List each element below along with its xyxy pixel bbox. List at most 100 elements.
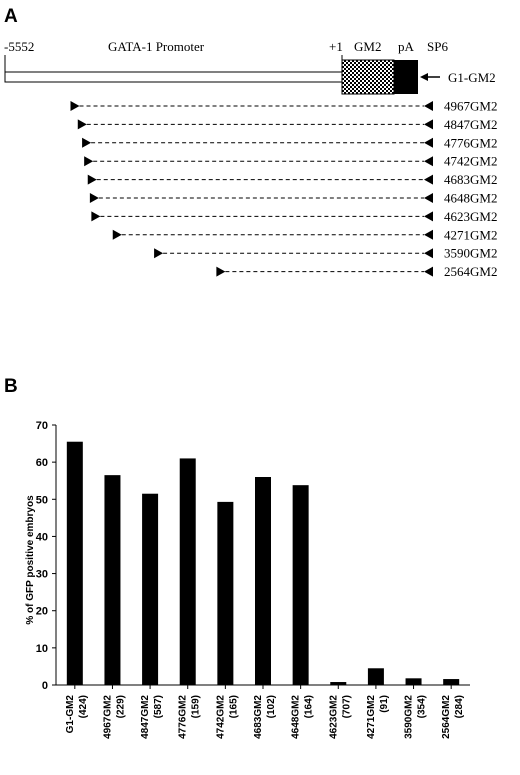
pa-box (394, 60, 418, 94)
deletion-row: 4776GM2 (82, 135, 497, 150)
deletion-row: 4271GM2 (112, 227, 497, 242)
start-triangle-icon (89, 193, 99, 203)
y-tick-label: 70 (36, 420, 48, 432)
category-count-label: (165) (228, 695, 239, 718)
category-count-label: (164) (304, 695, 315, 718)
category-count-label: (102) (266, 695, 277, 718)
start-triangle-icon (216, 266, 226, 277)
deletion-label: 4648GM2 (444, 191, 497, 206)
y-tick-label: 30 (36, 569, 48, 581)
end-triangle-icon (424, 174, 433, 185)
bar (405, 678, 422, 685)
panel-b-label: B (4, 376, 18, 397)
bar (104, 475, 121, 685)
category-count-label: (424) (78, 695, 89, 718)
deletion-label: 4847GM2 (444, 117, 497, 132)
category-count-label: (284) (454, 695, 465, 718)
start-triangle-icon (87, 174, 97, 185)
deletion-constructs: 4967GM2 4847GM2 4776GM2 4742GM2 4683GM2 4648G… (70, 99, 497, 279)
deletion-label: 3590GM2 (444, 246, 497, 261)
bar (66, 441, 83, 685)
bar (142, 493, 159, 685)
category-name-label: 4847GM2 (140, 695, 151, 739)
bar (330, 682, 347, 685)
end-triangle-icon (424, 193, 433, 203)
sp6-label: SP6 (427, 39, 448, 54)
bar (367, 668, 384, 685)
bar (292, 485, 309, 685)
x-tick-label: 4776GM2 (159) (178, 695, 202, 739)
deletion-label: 4623GM2 (444, 209, 497, 224)
start-triangle-icon (91, 211, 101, 222)
end-triangle-icon (424, 101, 433, 111)
promoter-bar (4, 71, 343, 83)
y-axis-label: % of GFP positive embryos (25, 495, 36, 625)
deletion-row: 4648GM2 (89, 191, 497, 206)
promoter-label: GATA-1 Promoter (108, 39, 205, 54)
category-count-label: (354) (417, 695, 428, 718)
end-triangle-icon (424, 248, 433, 259)
y-tick-label: 50 (36, 494, 48, 506)
bar (179, 458, 196, 685)
construct-label: G1-GM2 (448, 70, 496, 85)
x-tick-label: 4742GM2 (165) (215, 695, 239, 739)
category-name-label: 4776GM2 (178, 695, 189, 739)
gm2-box (341, 59, 395, 95)
deletion-row: 4683GM2 (87, 172, 497, 187)
end-triangle-icon (424, 119, 433, 130)
start-triangle-icon (82, 137, 92, 148)
end-triangle-icon (424, 156, 433, 167)
start-triangle-icon (70, 101, 80, 111)
category-name-label: 4967GM2 (102, 695, 113, 739)
deletion-row: 3590GM2 (154, 246, 497, 261)
deletion-row: 4623GM2 (91, 209, 497, 224)
bar (443, 679, 460, 685)
deletion-label: 4967GM2 (444, 99, 497, 114)
end-triangle-icon (424, 229, 433, 240)
panel-a-label: A (4, 6, 18, 27)
category-name-label: 2564GM2 (441, 695, 452, 739)
category-count-label: (91) (379, 695, 390, 713)
start-triangle-icon (112, 229, 122, 240)
bar (255, 477, 271, 685)
deletion-label: 2564GM2 (444, 264, 497, 279)
category-count-label: (587) (153, 695, 164, 718)
deletion-row: 4742GM2 (84, 154, 497, 169)
category-name-label: 4648GM2 (291, 695, 302, 739)
y-tick-label: 40 (36, 531, 48, 543)
x-tick-label: 4271GM2 (91) (366, 695, 390, 739)
x-tick-label: 4623GM2 (707) (328, 695, 352, 739)
deletion-label: 4271GM2 (444, 227, 497, 242)
category-name-label: 4683GM2 (253, 695, 264, 739)
bar (217, 501, 234, 685)
deletion-label: 4776GM2 (444, 135, 497, 150)
y-tick-label: 20 (36, 606, 48, 618)
category-name-label: 4623GM2 (328, 695, 339, 739)
x-tick-label: 3590GM2 (354) (404, 695, 428, 739)
deletion-row: 4967GM2 (70, 99, 497, 114)
end-triangle-icon (424, 211, 433, 222)
category-name-label: 4742GM2 (215, 695, 226, 739)
deletion-row: 4847GM2 (77, 117, 497, 132)
x-tick-label: 4967GM2 (229) (102, 695, 126, 739)
sp6-arrow-icon (420, 73, 428, 81)
deletion-label: 4742GM2 (444, 154, 497, 169)
deletion-label: 4683GM2 (444, 172, 497, 187)
plus-one-label: +1 (329, 39, 343, 54)
bar-chart: % of GFP positive embryos 0 10 20 30 40 50 60 7… (25, 420, 470, 739)
x-tick-label: G1-GM2 (424) (65, 695, 89, 734)
category-name-label: 3590GM2 (404, 695, 415, 739)
start-triangle-icon (84, 156, 94, 167)
category-count-label: (159) (191, 695, 202, 718)
end-triangle-icon (424, 266, 433, 277)
gm2-label: GM2 (354, 39, 381, 54)
end-triangle-icon (424, 137, 433, 148)
y-tick-label: 60 (36, 457, 48, 469)
x-tick-label: 4648GM2 (164) (291, 695, 315, 739)
x-axis-labels: G1-GM2 (424) 4967GM2 (229) 4847GM2 (587) 4776G… (65, 685, 465, 739)
promoter-start-label: -5552 (4, 39, 34, 54)
deletion-row: 2564GM2 (216, 264, 497, 279)
x-tick-label: 4683GM2 (102) (253, 695, 277, 739)
y-tick-label: 0 (42, 680, 48, 692)
